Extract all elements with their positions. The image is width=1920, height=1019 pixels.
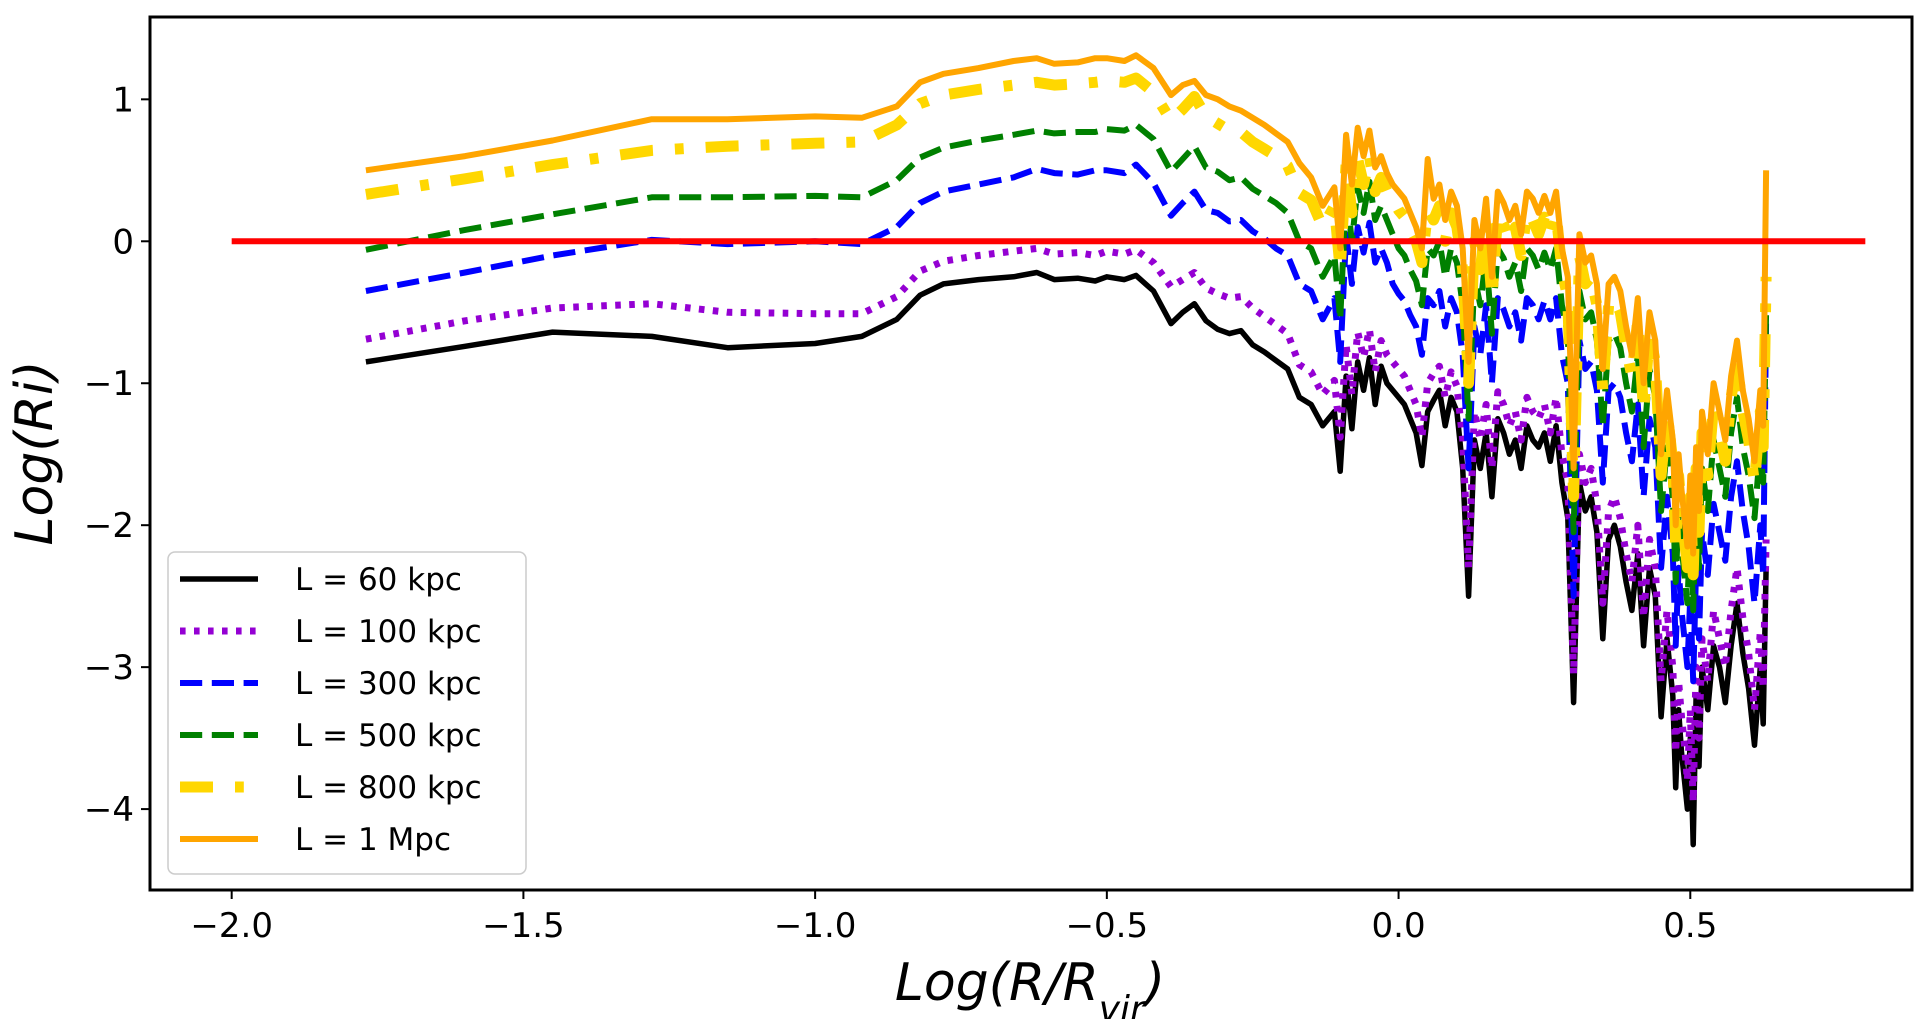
legend-label-6: L = 1 Mpc (295, 822, 451, 858)
series-line-2 (365, 244, 1770, 806)
legend-label-5: L = 800 kpc (295, 770, 482, 806)
x-tick-label: −0.5 (1066, 906, 1149, 946)
series-layer (365, 52, 1772, 848)
legend-label-2: L = 100 kpc (295, 614, 482, 650)
y-tick-label: −2 (84, 506, 134, 546)
y-tick-label: 0 (112, 222, 134, 262)
x-tick-label: −2.0 (190, 906, 273, 946)
y-tick-label: −1 (84, 364, 134, 404)
y-tick-label: −4 (84, 790, 134, 830)
legend-label-4: L = 500 kpc (295, 718, 482, 754)
y-axis-label: Log(Ri) (5, 361, 65, 546)
plot-area-frame (148, 15, 1914, 892)
series-line-3 (365, 161, 1770, 685)
x-tick-label: 0.5 (1663, 906, 1717, 946)
x-tick-label: −1.0 (774, 906, 857, 946)
x-axis: −2.0 −1.5 −1.0 −0.5 0.0 0.5 (190, 890, 1717, 946)
legend-label-1: L = 60 kpc (295, 562, 462, 598)
series-line-1 (365, 269, 1769, 848)
y-tick-label: −3 (84, 648, 134, 688)
x-tick-label: 0.0 (1372, 906, 1426, 946)
y-tick-label: 1 (112, 80, 134, 120)
x-tick-label: −1.5 (482, 906, 565, 946)
y-axis: 1 0 −1 −2 −3 −4 (84, 80, 150, 830)
legend-box (167, 551, 527, 875)
legend-label-3: L = 300 kpc (295, 666, 482, 702)
series-line-6 (365, 52, 1770, 557)
legend: L = 60 kpc L = 100 kpc L = 300 kpc L = 500 … (167, 551, 527, 875)
x-axis-label: Log(R/Rvir) (895, 953, 1165, 1019)
